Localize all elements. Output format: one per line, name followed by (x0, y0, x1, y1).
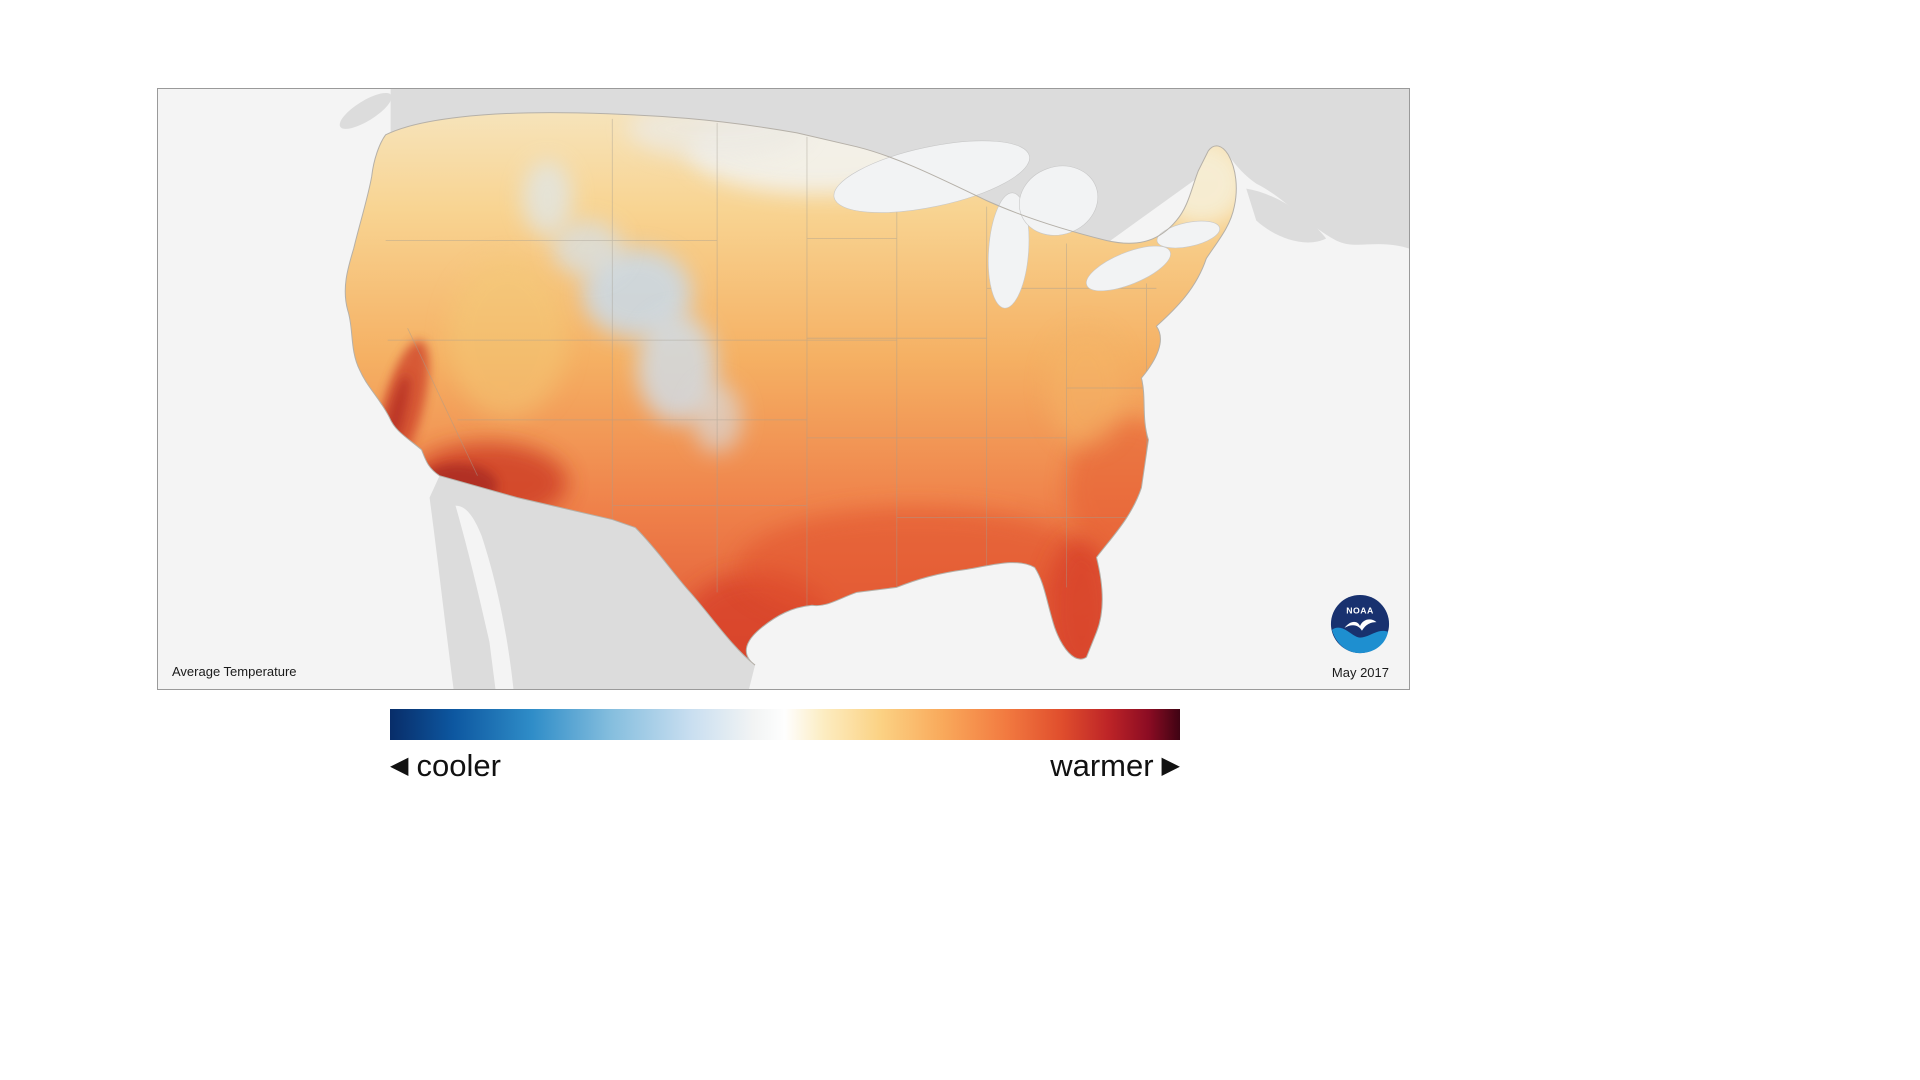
canada-landmass (339, 89, 1409, 249)
map-date: May 2017 (1331, 665, 1389, 680)
noaa-logo-emblem: NOAA (1330, 594, 1390, 654)
cooler-label: ◀ cooler (390, 748, 501, 784)
temperature-map-panel: NOAA Average Temperature May 2017 (157, 88, 1410, 690)
noaa-logo: NOAA (1329, 593, 1391, 655)
warmer-label-text: warmer (1050, 748, 1154, 783)
mexico-landmass (429, 475, 756, 689)
noaa-logo-text: NOAA (1346, 605, 1374, 615)
warmer-label: warmer ▶ (1050, 748, 1180, 784)
seagull-icon (1344, 619, 1377, 631)
right-arrow-icon: ▶ (1161, 751, 1180, 779)
left-arrow-icon: ◀ (390, 751, 409, 779)
us-temperature-map (158, 89, 1409, 689)
colorbar-labels: ◀ cooler warmer ▶ (390, 744, 1180, 788)
temperature-colorbar (390, 709, 1180, 740)
map-caption: Average Temperature (172, 664, 297, 679)
state-boundaries (385, 118, 1167, 628)
cooler-label-text: cooler (416, 748, 501, 783)
great-lakes (833, 140, 1221, 309)
